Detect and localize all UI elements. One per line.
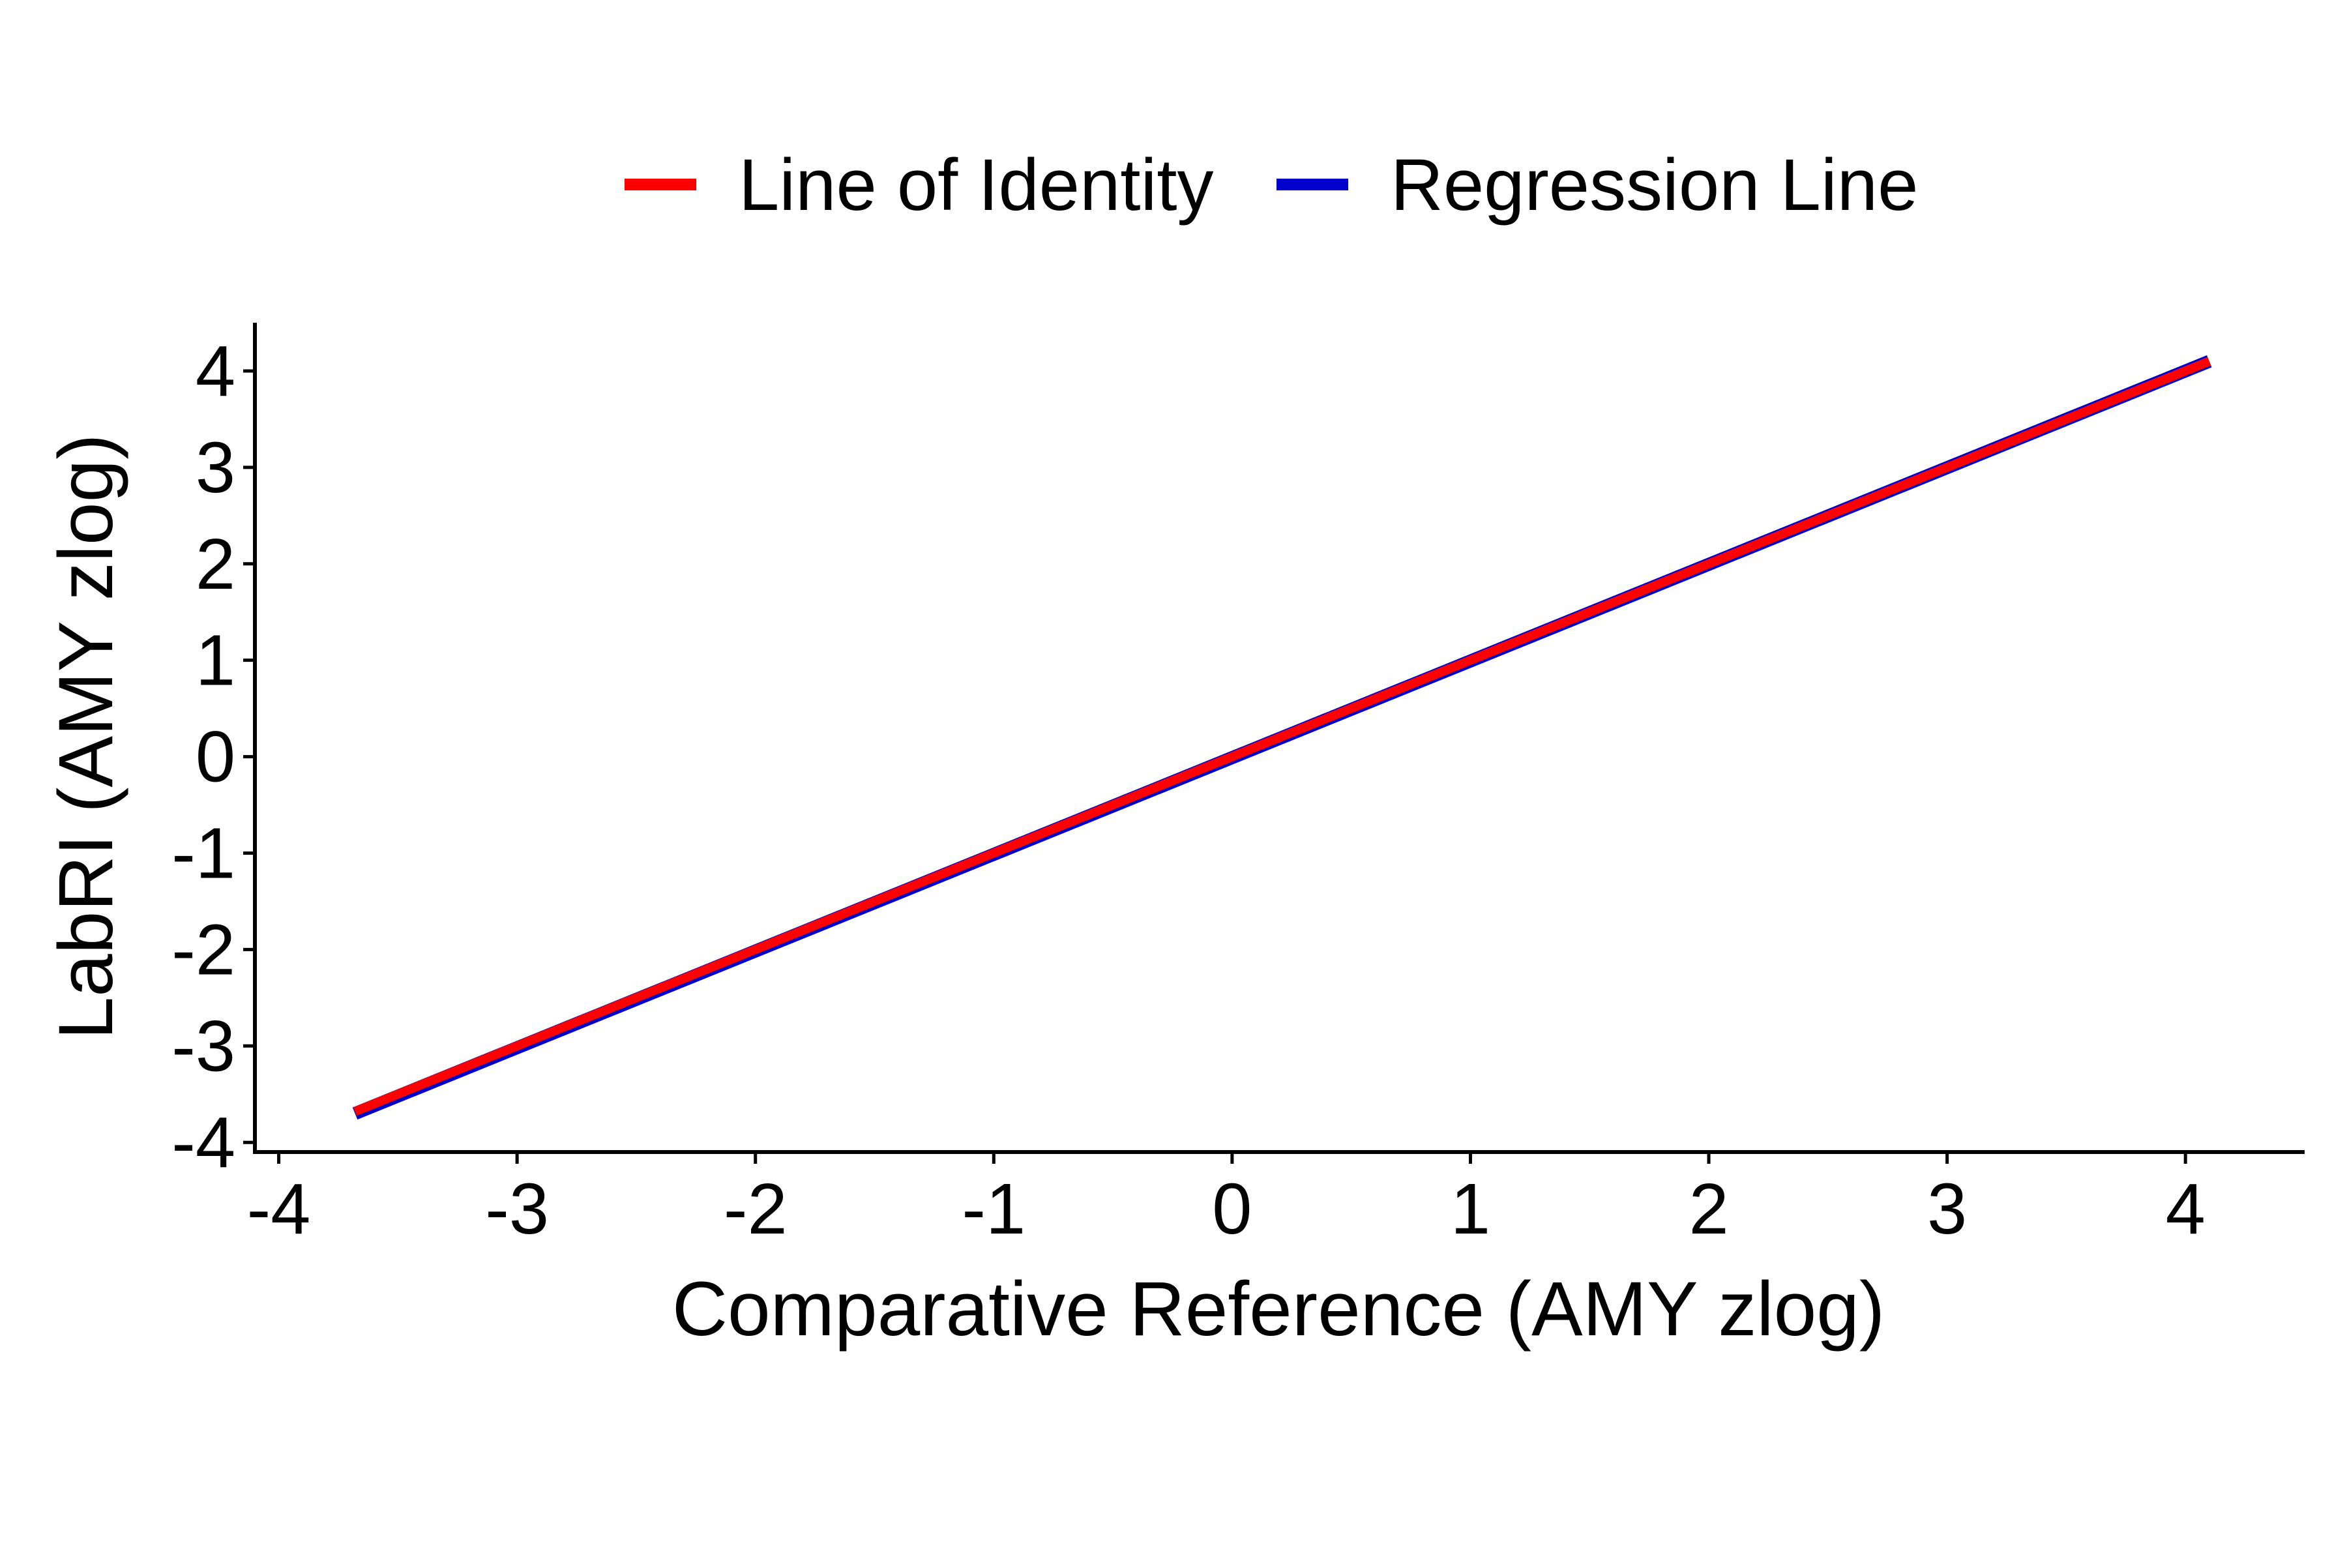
x-tick-label: 2 (1689, 1169, 1728, 1249)
x-axis-title: Comparative Reference (AMY zlog) (672, 1266, 1885, 1352)
y-axis-title: LabRI (AMY zlog) (43, 434, 129, 1039)
x-tick-label: 3 (1927, 1169, 1967, 1249)
y-tick-label: -3 (171, 1006, 235, 1086)
legend-label-line-of-identity: Line of Identity (739, 144, 1214, 226)
y-tick-label: -1 (171, 813, 235, 893)
series-line-line-of-identity (353, 357, 2211, 1116)
legend: Line of Identity Regression Line (625, 144, 1918, 226)
x-tick-label: 1 (1451, 1169, 1490, 1249)
x-tick-label: -2 (724, 1169, 788, 1249)
x-ticks: -4 -3 -2 -1 0 1 2 3 4 (247, 1152, 2206, 1249)
y-tick-label: -2 (171, 910, 235, 990)
plot-series (352, 355, 2212, 1120)
legend-label-regression-line: Regression Line (1391, 144, 1918, 226)
y-ticks: -4 -3 -2 -1 0 1 2 3 4 (171, 331, 255, 1183)
y-tick-label: 1 (196, 621, 235, 701)
x-tick-label: -1 (962, 1169, 1026, 1249)
x-tick-label: -3 (485, 1169, 549, 1249)
y-tick-label: 3 (196, 428, 235, 508)
x-tick-label: 0 (1212, 1169, 1252, 1249)
x-tick-label: 4 (2166, 1169, 2206, 1249)
y-tick-label: 4 (196, 331, 235, 411)
y-tick-label: -4 (171, 1102, 235, 1183)
y-tick-label: 0 (196, 717, 235, 797)
x-tick-label: -4 (247, 1169, 311, 1249)
y-tick-label: 2 (196, 524, 235, 604)
